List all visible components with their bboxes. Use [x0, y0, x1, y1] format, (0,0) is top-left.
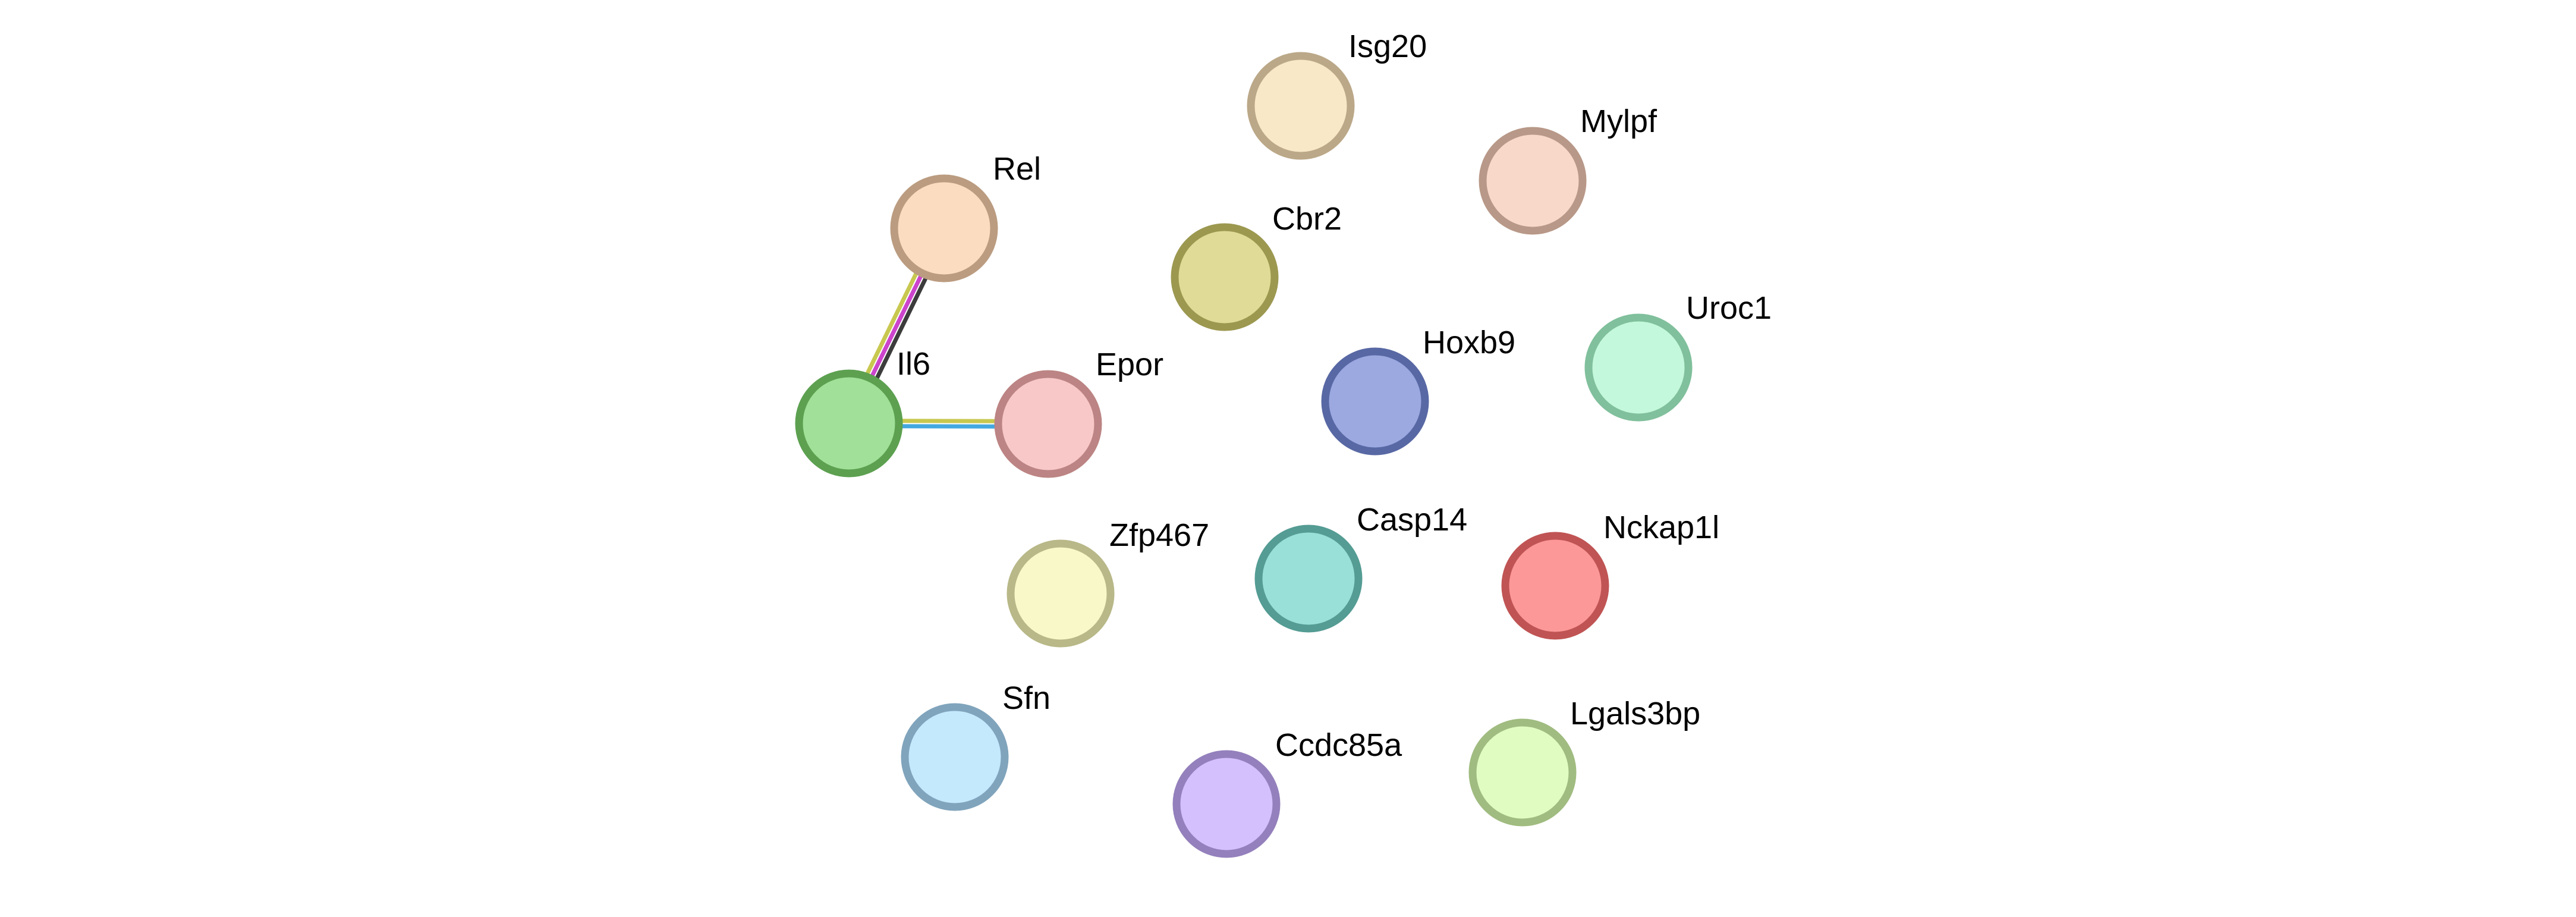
node-il6[interactable]: Il6 — [795, 344, 932, 478]
node-label: Epor — [1096, 347, 1163, 382]
node-circle[interactable] — [1501, 532, 1609, 640]
node-circle[interactable] — [1321, 347, 1429, 456]
node-circle[interactable] — [1171, 223, 1279, 331]
node-circle[interactable] — [890, 174, 998, 282]
node-circle[interactable] — [1254, 525, 1363, 633]
node-layer: Isg20 Mylpf Rel Cbr2 Uroc1 Il6 Epor Hoxb9 Zfp467… — [795, 27, 1773, 858]
node-sfn[interactable]: Sfn — [901, 679, 1052, 811]
node-label: Il6 — [897, 346, 930, 382]
node-zfp467[interactable]: Zfp467 — [1007, 516, 1211, 648]
node-hoxb9[interactable]: Hoxb9 — [1321, 323, 1517, 456]
node-label: Ccdc85a — [1275, 727, 1402, 763]
node-circle[interactable] — [1247, 52, 1355, 160]
node-circle[interactable] — [795, 369, 903, 478]
node-rel[interactable]: Rel — [890, 149, 1043, 282]
node-circle[interactable] — [994, 370, 1102, 478]
node-isg20[interactable]: Isg20 — [1247, 27, 1429, 160]
node-circle[interactable] — [1172, 750, 1281, 858]
node-ccdc85a[interactable]: Ccdc85a — [1172, 726, 1404, 858]
node-label: Uroc1 — [1686, 290, 1772, 326]
node-nckap1l[interactable]: Nckap1l — [1501, 508, 1721, 640]
node-label: Isg20 — [1348, 29, 1427, 64]
node-casp14[interactable]: Casp14 — [1254, 500, 1469, 633]
node-label: Nckap1l — [1603, 510, 1719, 545]
node-circle[interactable] — [1007, 539, 1115, 648]
node-circle[interactable] — [901, 703, 1009, 811]
node-circle[interactable] — [1468, 718, 1577, 827]
node-mylpf[interactable]: Mylpf — [1479, 102, 1659, 235]
node-label: Rel — [993, 151, 1041, 187]
node-label: Cbr2 — [1272, 201, 1342, 237]
node-epor[interactable]: Epor — [994, 345, 1165, 478]
node-label: Casp14 — [1357, 502, 1467, 538]
node-label: Zfp467 — [1109, 517, 1209, 553]
node-uroc1[interactable]: Uroc1 — [1584, 288, 1773, 422]
node-label: Hoxb9 — [1423, 325, 1515, 360]
node-label: Lgals3bp — [1570, 696, 1700, 731]
node-cbr2[interactable]: Cbr2 — [1171, 199, 1344, 331]
node-label: Sfn — [1002, 680, 1050, 716]
node-circle[interactable] — [1584, 313, 1693, 422]
node-circle[interactable] — [1479, 127, 1587, 235]
node-lgals3bp[interactable]: Lgals3bp — [1468, 694, 1702, 827]
node-label: Mylpf — [1580, 103, 1657, 139]
